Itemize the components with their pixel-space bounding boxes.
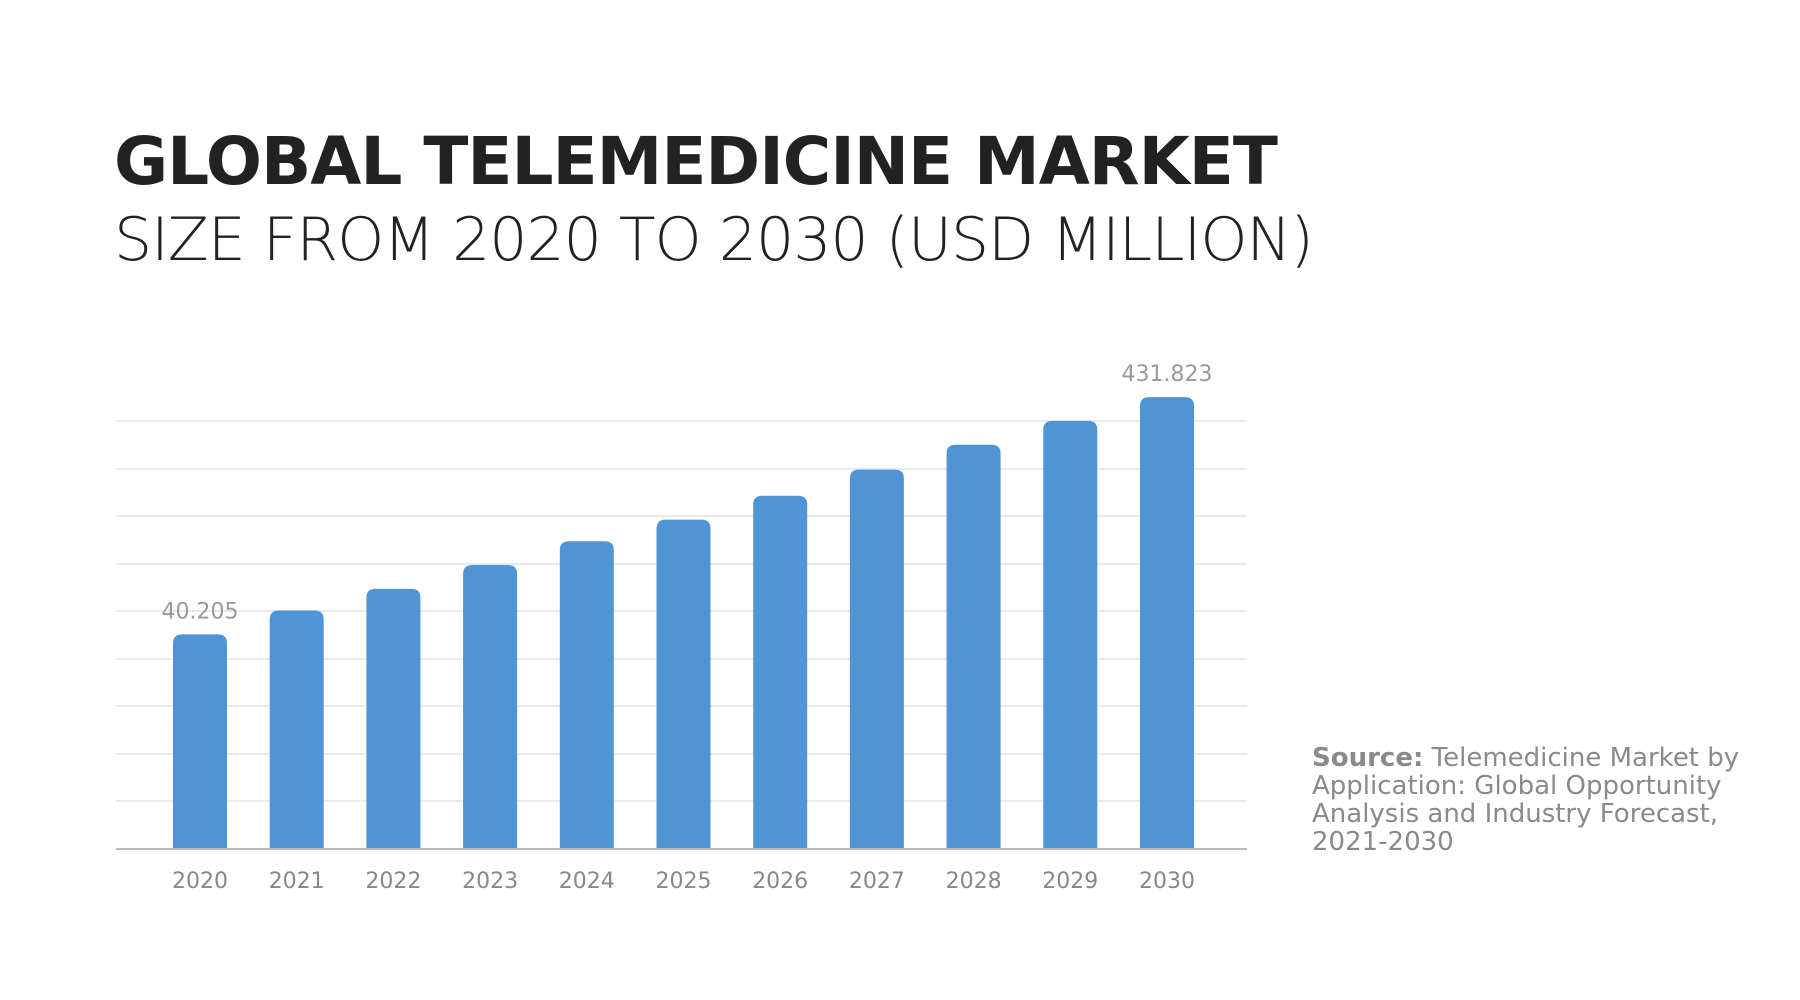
- source-line: Analysis and Industry Forecast,: [1312, 799, 1718, 829]
- source-line: 2021-2030: [1312, 827, 1454, 857]
- source-label: Source:: [1312, 743, 1423, 773]
- x-tick-label: 2024: [559, 869, 615, 894]
- x-tick-label: 2028: [946, 869, 1002, 894]
- x-tick-label: 2027: [849, 869, 905, 894]
- bar: [366, 588, 421, 849]
- bar: [463, 565, 518, 849]
- bar: [173, 634, 227, 849]
- x-tick-label: 2021: [269, 869, 325, 894]
- source-line: Telemedicine Market by: [1431, 743, 1740, 773]
- bar: [1043, 420, 1098, 849]
- value-label: 431.823: [1122, 362, 1213, 387]
- x-tick-label: 2030: [1139, 869, 1195, 894]
- x-tick-label: 2023: [462, 869, 518, 894]
- chart-subtitle: SIZE FROM 2020 TO 2030 (USD MILLION): [114, 205, 1313, 275]
- chart-title: GLOBAL TELEMEDICINE MARKET: [114, 123, 1278, 200]
- source-note: Source: Telemedicine Market by Applicati…: [1312, 743, 1747, 857]
- bar: [269, 610, 324, 849]
- bar: [559, 541, 614, 849]
- x-tick-label: 2025: [656, 869, 712, 894]
- x-tick-label: 2022: [365, 869, 421, 894]
- source-line: Application: Global Opportunity: [1312, 771, 1722, 801]
- bar: [753, 495, 808, 849]
- x-tick-label: 2029: [1042, 869, 1098, 894]
- bar: [1140, 397, 1194, 849]
- x-tick-label: 2020: [172, 869, 228, 894]
- value-label: 40.205: [162, 599, 239, 624]
- x-tick-label: 2026: [752, 869, 808, 894]
- bar: [946, 444, 1001, 849]
- bar: [849, 469, 904, 849]
- bar: [656, 519, 711, 849]
